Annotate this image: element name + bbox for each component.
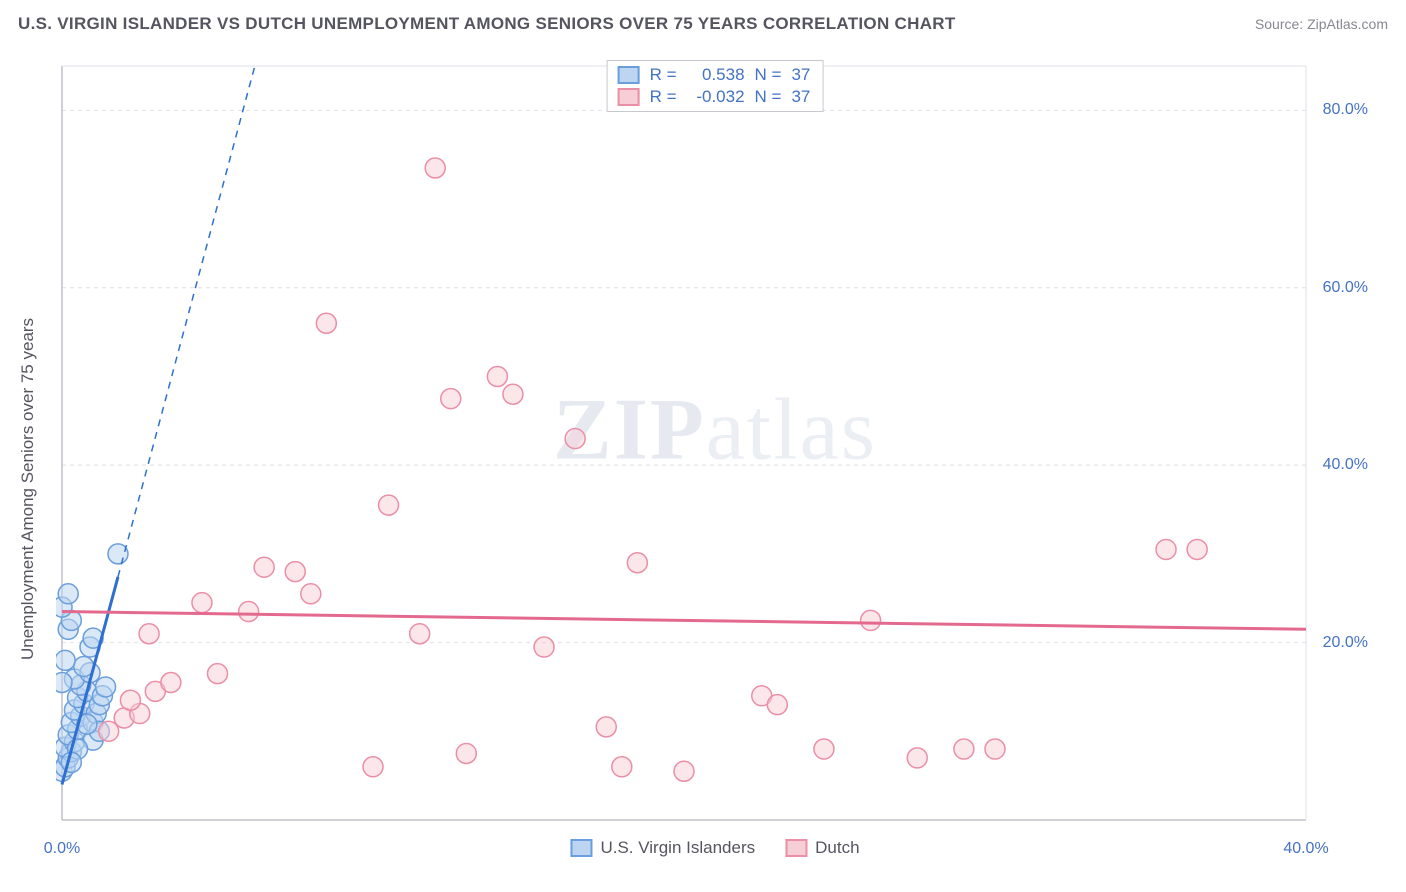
xtick-label: 0.0% — [44, 840, 80, 858]
ytick-label: 40.0% — [1323, 456, 1374, 474]
r-label: R = — [650, 65, 677, 85]
series-label-usvi: U.S. Virgin Islanders — [600, 838, 755, 858]
correlation-legend: R = 0.538 N = 37 R = -0.032 N = 37 — [607, 60, 824, 112]
series-legend: U.S. Virgin Islanders Dutch — [570, 838, 859, 858]
ytick-label: 80.0% — [1323, 101, 1374, 119]
y-axis-label: Unemployment Among Seniors over 75 years — [18, 318, 38, 660]
ytick-label: 20.0% — [1323, 634, 1374, 652]
legend-item-dutch: Dutch — [785, 838, 859, 858]
swatch-usvi — [618, 66, 640, 84]
xtick-label: 40.0% — [1283, 840, 1328, 858]
plot-area: ZIPatlas R = 0.538 N = 37 R = -0.032 N =… — [56, 60, 1374, 830]
legend-item-usvi: U.S. Virgin Islanders — [570, 838, 755, 858]
legend-row-usvi: R = 0.538 N = 37 — [618, 65, 811, 85]
n-value-usvi: 37 — [791, 65, 810, 85]
n-value-dutch: 37 — [791, 87, 810, 107]
r-value-usvi: 0.538 — [687, 65, 745, 85]
series-label-dutch: Dutch — [815, 838, 859, 858]
legend-row-dutch: R = -0.032 N = 37 — [618, 87, 811, 107]
n-label: N = — [755, 87, 782, 107]
swatch-usvi-bottom — [570, 839, 592, 857]
ytick-label: 60.0% — [1323, 279, 1374, 297]
r-label: R = — [650, 87, 677, 107]
title-bar: U.S. VIRGIN ISLANDER VS DUTCH UNEMPLOYME… — [18, 14, 1388, 34]
swatch-dutch-bottom — [785, 839, 807, 857]
chart-title: U.S. VIRGIN ISLANDER VS DUTCH UNEMPLOYME… — [18, 14, 956, 34]
swatch-dutch — [618, 88, 640, 106]
source-label: Source: ZipAtlas.com — [1255, 16, 1388, 32]
scatter-plot-svg — [56, 60, 1374, 830]
n-label: N = — [755, 65, 782, 85]
r-value-dutch: -0.032 — [687, 87, 745, 107]
